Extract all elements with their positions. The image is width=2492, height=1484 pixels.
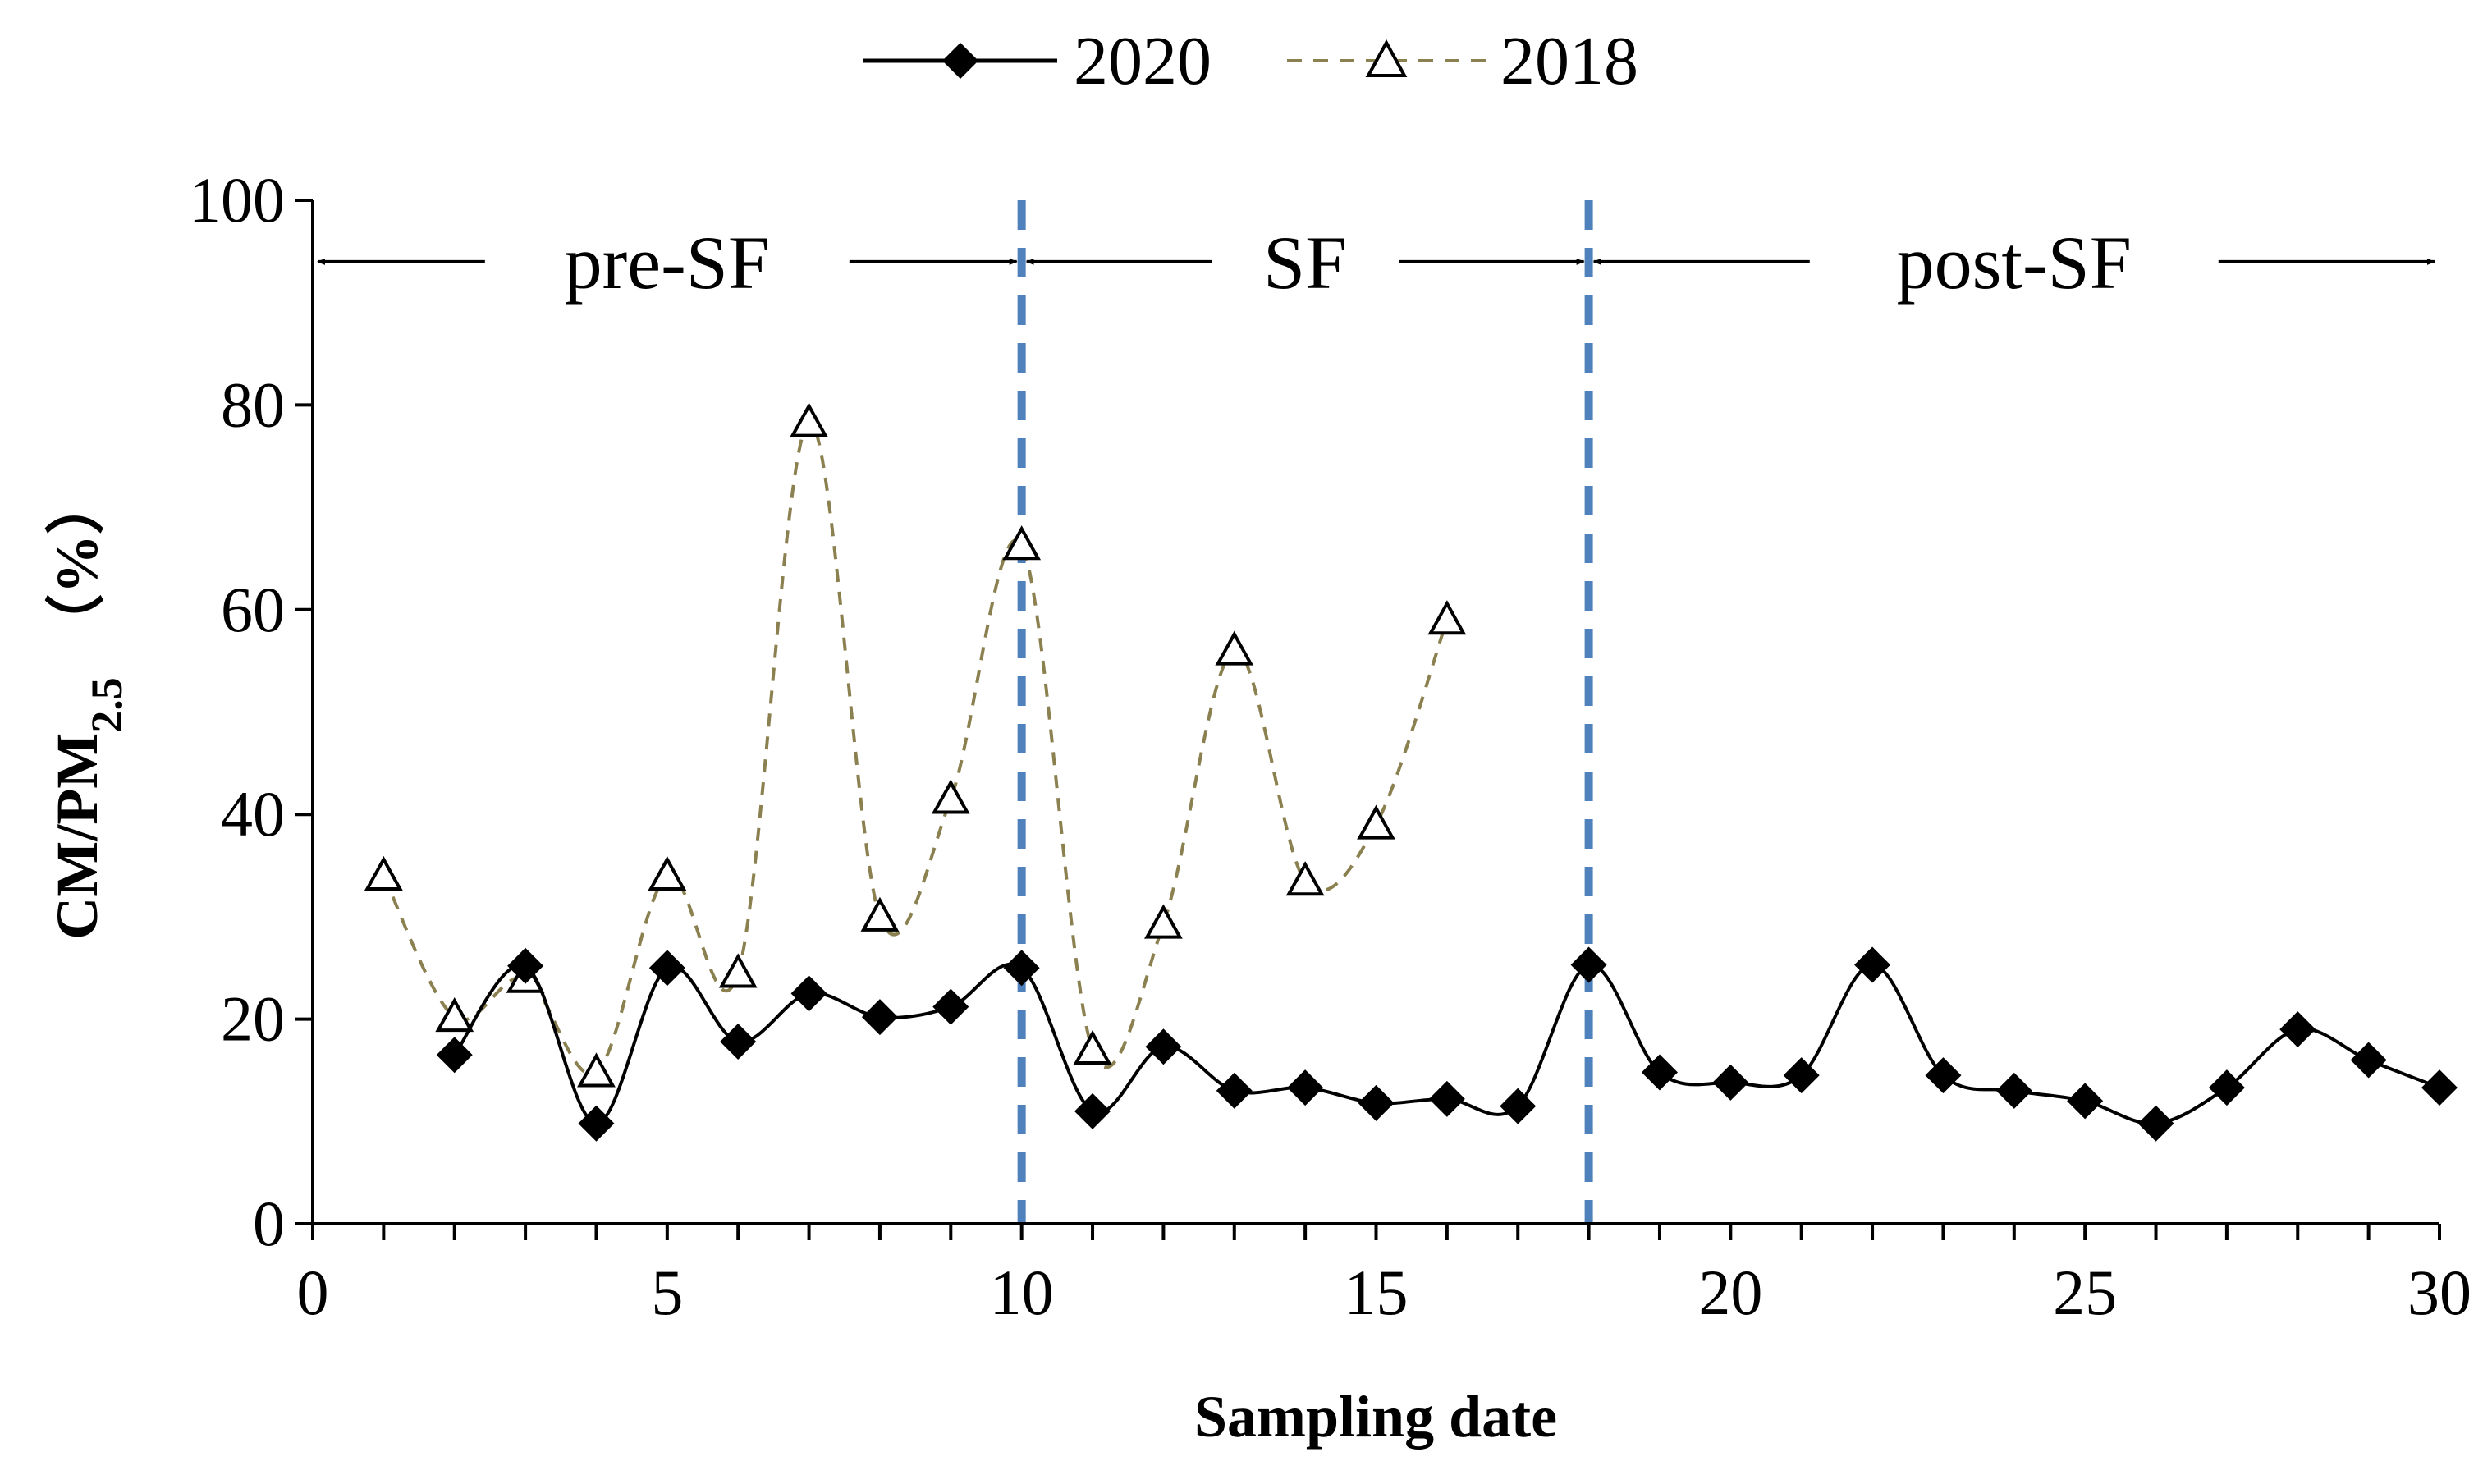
y-axis-title-subscript: 2.5 bbox=[82, 677, 131, 733]
data-point-2020 bbox=[1783, 1057, 1820, 1094]
x-tick-label: 20 bbox=[1698, 1257, 1762, 1328]
data-point-2020 bbox=[1003, 950, 1040, 987]
data-point-2018 bbox=[1285, 861, 1325, 896]
legend-item-2018: 2018 bbox=[1287, 23, 1638, 99]
data-point-2020 bbox=[2067, 1083, 2104, 1120]
data-point-2018 bbox=[1144, 904, 1183, 939]
x-tick-label: 10 bbox=[990, 1257, 1054, 1328]
y-ticks: 0 20 40 60 80 100 bbox=[189, 164, 313, 1259]
data-point-2020 bbox=[1358, 1084, 1395, 1121]
data-point-2020 bbox=[1712, 1064, 1749, 1101]
x-tick-label: 15 bbox=[1344, 1257, 1409, 1328]
data-point-2018 bbox=[1427, 600, 1467, 635]
data-point-2020 bbox=[1216, 1072, 1253, 1109]
data-point-2020 bbox=[1074, 1092, 1111, 1129]
x-axis-title: Sampling date bbox=[1194, 1384, 1557, 1450]
data-point-2020 bbox=[2137, 1105, 2174, 1142]
x-tick-label: 0 bbox=[297, 1257, 329, 1328]
data-point-2020 bbox=[1287, 1069, 1324, 1106]
series-2020 bbox=[436, 946, 2458, 1142]
data-point-2018 bbox=[1002, 525, 1042, 561]
x-tick-label: 5 bbox=[651, 1257, 683, 1328]
axes bbox=[311, 200, 2439, 1225]
data-point-2020 bbox=[932, 988, 969, 1025]
data-point-2018 bbox=[1215, 630, 1254, 666]
data-point-2018 bbox=[860, 896, 900, 932]
data-point-2018 bbox=[435, 996, 474, 1033]
data-point-2020 bbox=[1570, 946, 1607, 983]
y-axis-title-unit: （%） bbox=[44, 475, 110, 653]
data-point-2020 bbox=[1925, 1057, 1962, 1094]
region-label: post-SF bbox=[1897, 221, 2132, 305]
svg-text:CM/PM2.5（%）: CM/PM2.5 （%） bbox=[44, 475, 131, 939]
divider-lines bbox=[1017, 200, 1593, 1224]
data-point-2020 bbox=[2421, 1069, 2458, 1106]
y-tick-label: 100 bbox=[189, 164, 285, 236]
data-point-2020 bbox=[1854, 946, 1891, 983]
y-axis-title: CM/PM2.5 （%） bbox=[44, 475, 131, 939]
legend-marker-2020 bbox=[942, 43, 978, 79]
x-ticks: 0 5 10 15 20 25 30 bbox=[297, 1224, 2471, 1328]
data-point-2018 bbox=[931, 779, 970, 814]
y-tick-label: 40 bbox=[221, 778, 285, 850]
data-point-2020 bbox=[1145, 1028, 1182, 1065]
data-point-2018 bbox=[648, 855, 687, 891]
series bbox=[364, 402, 2458, 1142]
data-point-2020 bbox=[790, 975, 827, 1012]
data-point-2018 bbox=[1357, 804, 1395, 840]
legend-label-2020: 2020 bbox=[1074, 23, 1212, 99]
legend-item-2020: 2020 bbox=[863, 23, 1212, 99]
y-tick-label: 0 bbox=[253, 1188, 285, 1259]
data-point-2020 bbox=[720, 1024, 757, 1060]
data-point-2020 bbox=[578, 1105, 615, 1142]
region-pre-sf: pre-SF bbox=[317, 221, 1018, 305]
legend-label-2018: 2018 bbox=[1500, 23, 1638, 99]
data-point-2018 bbox=[718, 953, 758, 988]
data-point-2018 bbox=[364, 855, 403, 891]
series-line-2018 bbox=[382, 420, 1449, 1076]
data-point-2020 bbox=[2279, 1011, 2316, 1048]
data-point-2020 bbox=[1500, 1088, 1537, 1124]
legend: 2020 2018 bbox=[863, 23, 1638, 99]
region-label: pre-SF bbox=[565, 221, 770, 305]
y-tick-label: 80 bbox=[221, 369, 285, 440]
data-point-2020 bbox=[1995, 1072, 2032, 1109]
data-point-2020 bbox=[2208, 1069, 2245, 1106]
y-tick-label: 60 bbox=[221, 574, 285, 645]
region-sf: SF bbox=[1025, 221, 1585, 305]
data-point-2020 bbox=[648, 950, 685, 987]
y-tick-label: 20 bbox=[221, 983, 285, 1055]
data-point-2020 bbox=[1641, 1054, 1678, 1091]
x-tick-label: 30 bbox=[2407, 1257, 2471, 1328]
period-annotations: pre-SF SF post-SF bbox=[317, 221, 2435, 305]
data-point-2018 bbox=[1073, 1029, 1112, 1065]
data-point-2020 bbox=[2350, 1042, 2387, 1079]
x-tick-label: 25 bbox=[2053, 1257, 2117, 1328]
region-post-sf: post-SF bbox=[1592, 221, 2435, 305]
data-point-2018 bbox=[790, 402, 828, 437]
data-point-2020 bbox=[507, 947, 544, 984]
region-label: SF bbox=[1263, 221, 1347, 305]
data-point-2020 bbox=[1428, 1080, 1465, 1117]
legend-marker-2018 bbox=[1365, 39, 1408, 77]
y-axis-title-main: CM/PM bbox=[44, 733, 110, 940]
data-point-2020 bbox=[861, 999, 898, 1036]
data-point-2018 bbox=[577, 1052, 616, 1088]
series-2018 bbox=[364, 402, 1467, 1088]
data-point-2020 bbox=[436, 1037, 473, 1074]
